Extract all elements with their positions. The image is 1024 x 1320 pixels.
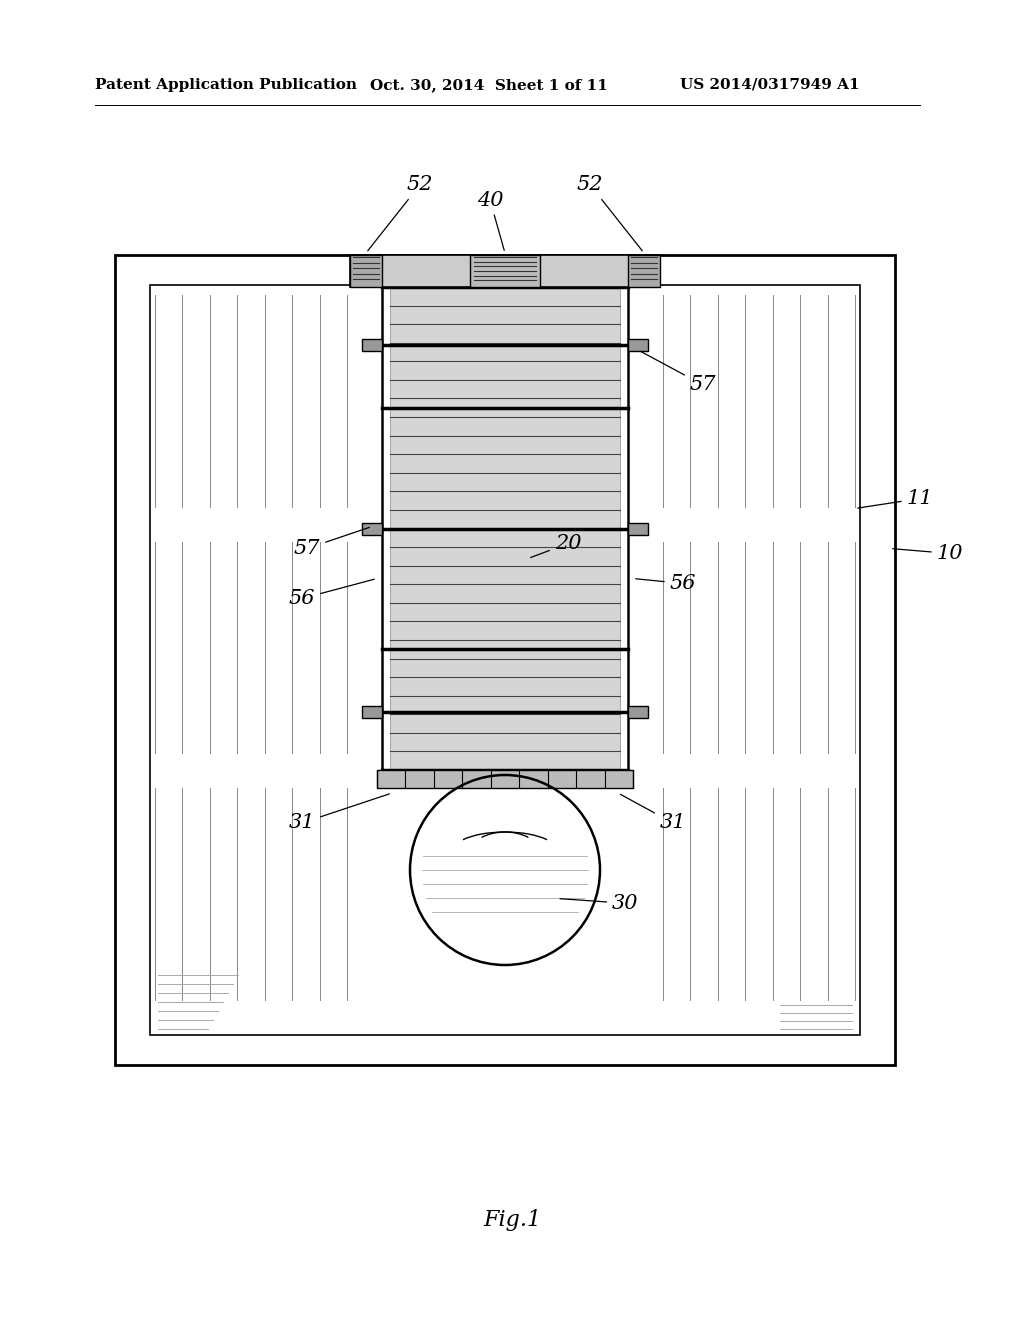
Bar <box>115 255 895 1065</box>
Bar <box>350 255 382 286</box>
Text: 52: 52 <box>368 176 433 251</box>
Text: Fig.1: Fig.1 <box>483 1209 541 1232</box>
Text: 52: 52 <box>577 176 642 251</box>
Bar <box>362 706 382 718</box>
Text: US 2014/0317949 A1: US 2014/0317949 A1 <box>680 78 859 92</box>
Bar <box>628 339 648 351</box>
Text: 57: 57 <box>294 528 370 558</box>
Bar <box>377 770 633 788</box>
Text: 56: 56 <box>289 579 375 609</box>
Text: 40: 40 <box>477 190 504 251</box>
Bar <box>470 255 540 286</box>
Text: Oct. 30, 2014  Sheet 1 of 11: Oct. 30, 2014 Sheet 1 of 11 <box>370 78 608 92</box>
Text: 30: 30 <box>560 894 639 912</box>
Bar <box>362 339 382 351</box>
Bar <box>390 286 620 770</box>
Text: 57: 57 <box>640 351 716 395</box>
Bar <box>150 285 860 1035</box>
Bar <box>350 255 660 286</box>
Text: 11: 11 <box>858 488 933 508</box>
Text: Patent Application Publication: Patent Application Publication <box>95 78 357 92</box>
Text: 31: 31 <box>621 795 686 833</box>
Bar <box>362 523 382 535</box>
Text: 31: 31 <box>289 793 389 833</box>
Bar <box>628 706 648 718</box>
Bar <box>628 523 648 535</box>
Bar <box>628 255 660 286</box>
Text: 20: 20 <box>530 535 582 557</box>
Text: 56: 56 <box>636 574 696 593</box>
Text: 10: 10 <box>893 544 964 564</box>
